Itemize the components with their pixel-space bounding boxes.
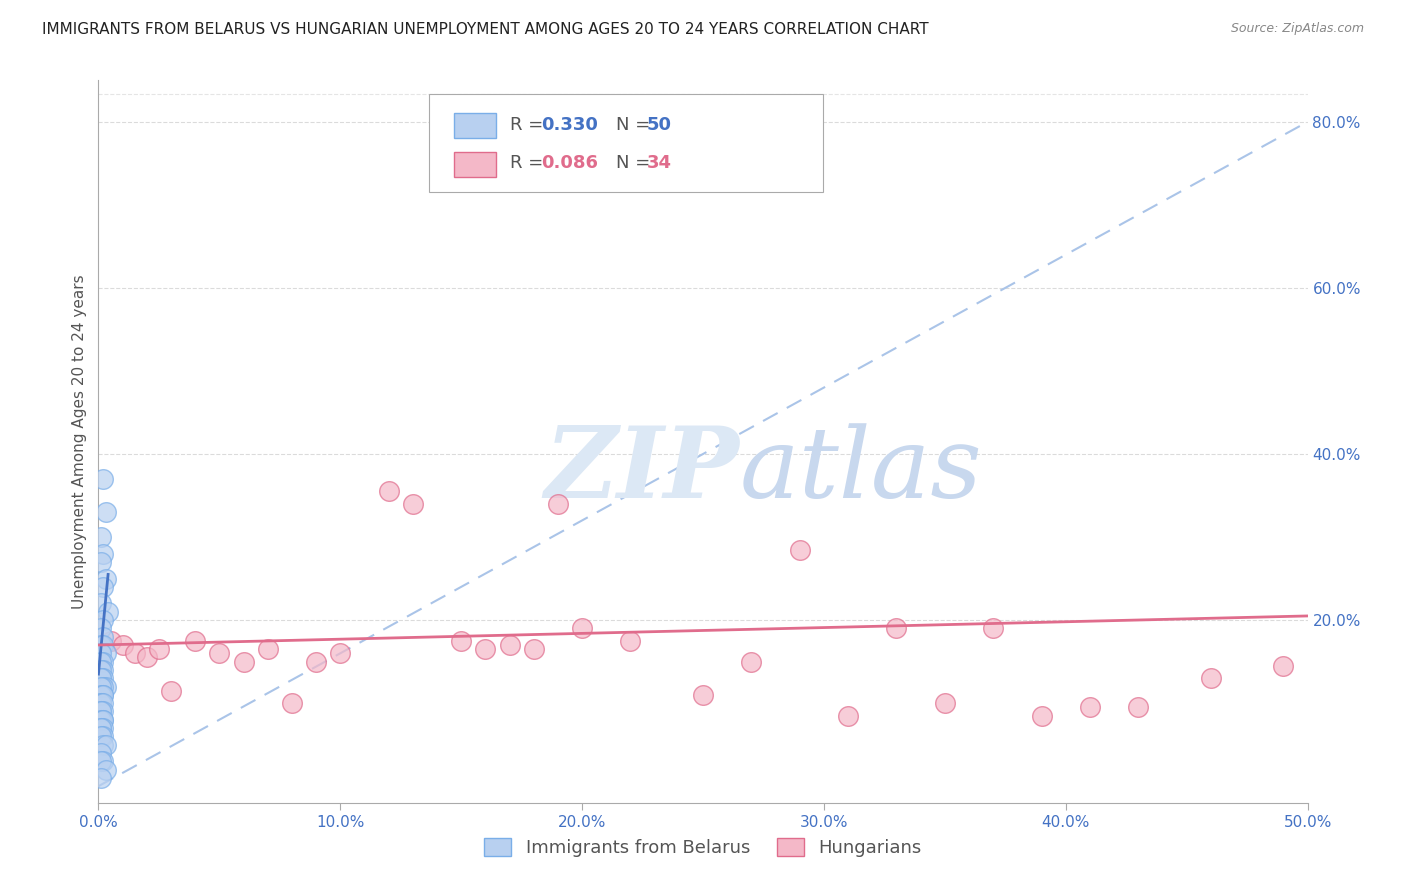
Point [1078,700,1101,714]
Point [1128,700,1150,714]
Point [91,713,114,727]
Point [90,621,112,635]
Text: 50: 50 [647,116,672,134]
Point [547,497,569,511]
Point [91,738,114,752]
Point [90,713,112,727]
Point [160,683,183,698]
Point [90,597,112,611]
Point [91,705,114,719]
Point [981,621,1004,635]
Point [1199,671,1222,685]
Text: Source: ZipAtlas.com: Source: ZipAtlas.com [1230,22,1364,36]
Point [90,721,112,735]
Point [91,655,114,669]
Point [91,580,114,594]
Point [329,646,352,660]
Point [91,696,114,710]
Point [94,505,117,519]
Text: R =: R = [510,154,550,172]
Point [91,663,114,677]
Point [90,705,112,719]
Point [474,642,496,657]
Point [97,605,120,619]
Point [934,696,956,710]
Point [619,633,641,648]
Text: atlas: atlas [740,423,981,518]
Point [523,642,546,657]
Point [91,613,114,627]
Point [837,708,859,723]
Point [91,547,114,561]
Text: R =: R = [510,116,550,134]
Point [90,696,112,710]
Point [148,642,170,657]
Point [90,688,112,702]
Point [90,655,112,669]
Point [94,572,117,586]
Point [90,555,112,569]
Text: IMMIGRANTS FROM BELARUS VS HUNGARIAN UNEMPLOYMENT AMONG AGES 20 TO 24 YEARS CORR: IMMIGRANTS FROM BELARUS VS HUNGARIAN UNE… [42,22,929,37]
Point [135,650,157,665]
Point [91,630,114,644]
Text: 0.330: 0.330 [541,116,598,134]
Point [91,754,114,768]
Point [1272,658,1295,673]
Point [90,730,112,744]
Point [111,638,134,652]
Point [789,542,811,557]
Point [124,646,146,660]
Point [184,633,207,648]
Point [90,663,112,677]
Text: N =: N = [616,154,655,172]
Point [498,638,520,652]
Point [208,646,231,660]
Point [94,646,117,660]
Point [94,763,117,777]
Text: ZIP: ZIP [544,422,740,518]
Text: N =: N = [616,116,655,134]
Point [91,713,114,727]
Text: 0.086: 0.086 [541,154,599,172]
Point [232,655,254,669]
Point [90,705,112,719]
Point [256,642,278,657]
Text: 34: 34 [647,154,672,172]
Point [91,472,114,486]
Point [450,633,472,648]
Point [90,771,112,785]
Point [90,671,112,685]
Point [90,696,112,710]
Point [281,696,304,710]
Point [91,688,114,702]
Point [94,738,117,752]
Point [91,730,114,744]
Legend: Immigrants from Belarus, Hungarians: Immigrants from Belarus, Hungarians [475,829,931,866]
Point [100,633,122,648]
Point [402,497,425,511]
Point [692,688,714,702]
Point [740,655,762,669]
Point [90,638,112,652]
Point [90,680,112,694]
Point [90,721,112,735]
Point [91,638,114,652]
Point [94,680,117,694]
Point [1031,708,1053,723]
Point [377,484,399,499]
Point [91,680,114,694]
Point [90,530,112,544]
Y-axis label: Unemployment Among Ages 20 to 24 years: Unemployment Among Ages 20 to 24 years [72,274,87,609]
Point [90,746,112,760]
Point [90,671,112,685]
Point [90,754,112,768]
Point [91,721,114,735]
Point [886,621,908,635]
Point [571,621,593,635]
Point [91,671,114,685]
Point [90,646,112,660]
Point [305,655,328,669]
Point [91,688,114,702]
